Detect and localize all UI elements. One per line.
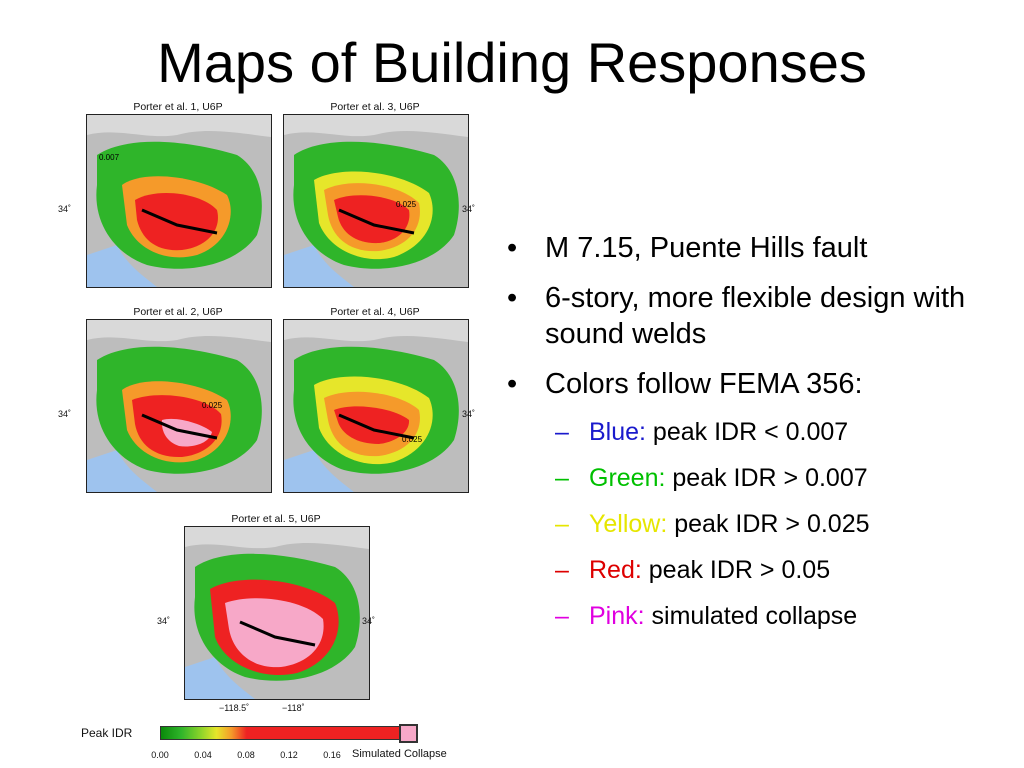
map-image: 0.025	[283, 319, 469, 493]
colorbar-tick: 0.08	[237, 750, 255, 760]
sub-bullet-text: simulated collapse	[644, 602, 858, 630]
lon-label: −118˚	[282, 703, 305, 713]
color-word: Pink:	[589, 602, 645, 630]
sub-bullet-item: – Yellow: peak IDR > 0.025	[505, 508, 1015, 540]
bullet-item: • M 7.15, Puente Hills fault	[505, 230, 1015, 266]
color-word: Red:	[589, 556, 642, 584]
sub-bullet-dash: –	[555, 602, 569, 630]
map-title: Porter et al. 2, U6P	[133, 306, 223, 318]
bullet-glyph: •	[507, 368, 518, 400]
color-word: Blue:	[589, 418, 646, 446]
bullet-list: • M 7.15, Puente Hills fault • 6-story, …	[505, 230, 1015, 646]
sub-bullet-dash: –	[555, 556, 569, 584]
colorbar-tick: 0.16	[323, 750, 341, 760]
contour-label: 0.025	[402, 435, 423, 444]
map-image: 0.025	[283, 114, 469, 288]
collapse-swatch	[399, 724, 418, 743]
bullet-text: M 7.15, Puente Hills fault	[545, 232, 868, 264]
legend-title: Peak IDR	[81, 726, 133, 740]
lat-label: 34˚	[462, 204, 476, 214]
sub-bullet-item: – Green: peak IDR > 0.007	[505, 462, 1015, 494]
sub-bullet-text: peak IDR > 0.025	[667, 510, 870, 538]
map-panel-5: Porter et al. 5, U6P	[181, 512, 371, 700]
collapse-label: Simulated Collapse	[352, 748, 447, 760]
bullet-text: Colors follow FEMA 356:	[545, 368, 863, 400]
bullet-text: 6-story, more flexible design with sound…	[545, 282, 966, 350]
colorbar-tick: 0.04	[194, 750, 212, 760]
map-panel-2: Porter et al. 2, U6P 0.025	[83, 305, 273, 493]
contour-label: 0.025	[202, 401, 223, 410]
map-title: Porter et al. 1, U6P	[133, 101, 223, 113]
colorbar	[160, 726, 414, 740]
contour-label: 0.007	[99, 153, 120, 162]
map-image: 0.007	[86, 114, 272, 288]
bullet-item: • 6-story, more flexible design with sou…	[505, 280, 1015, 352]
sub-bullet-text: peak IDR < 0.007	[645, 418, 849, 446]
sub-bullet-dash: –	[555, 418, 569, 446]
legend: Peak IDR 0.00 0.04 0.08 0.12 0.16 Simula…	[78, 722, 478, 766]
contour-label: 0.025	[396, 200, 417, 209]
sub-bullet-dash: –	[555, 464, 569, 492]
colorbar-tick: 0.00	[151, 750, 169, 760]
sub-bullet-item: – Red: peak IDR > 0.05	[505, 554, 1015, 586]
map-title: Porter et al. 4, U6P	[330, 306, 420, 318]
lat-label: 34˚	[362, 616, 376, 626]
map-image: 0.025	[86, 319, 272, 493]
lon-label: −118.5˚	[219, 703, 250, 713]
sub-bullet-item: – Blue: peak IDR < 0.007	[505, 416, 1015, 448]
colorbar-tick: 0.12	[280, 750, 298, 760]
map-title: Porter et al. 3, U6P	[330, 101, 420, 113]
color-word: Green:	[589, 464, 666, 492]
lat-label: 34˚	[157, 616, 171, 626]
map-panel-3: Porter et al. 3, U6P 0.025	[280, 100, 470, 288]
lat-label: 34˚	[58, 409, 72, 419]
sub-bullet-dash: –	[555, 510, 569, 538]
bullet-glyph: •	[507, 232, 518, 264]
color-word: Yellow:	[589, 510, 668, 538]
map-panel-1: Porter et al. 1, U6P 0.007	[83, 100, 273, 288]
map-title: Porter et al. 5, U6P	[231, 513, 321, 525]
bullet-item: • Colors follow FEMA 356:	[505, 366, 1015, 402]
map-image	[184, 526, 370, 700]
bullet-glyph: •	[507, 282, 518, 314]
map-panel-4: Porter et al. 4, U6P 0.025	[280, 305, 470, 493]
lat-label: 34˚	[462, 409, 476, 419]
lat-label: 34˚	[58, 204, 72, 214]
slide-title: Maps of Building Responses	[157, 31, 867, 94]
sub-bullet-text: peak IDR > 0.05	[641, 556, 831, 584]
sub-bullet-text: peak IDR > 0.007	[665, 464, 868, 492]
sub-bullet-item: – Pink: simulated collapse	[505, 600, 1015, 632]
